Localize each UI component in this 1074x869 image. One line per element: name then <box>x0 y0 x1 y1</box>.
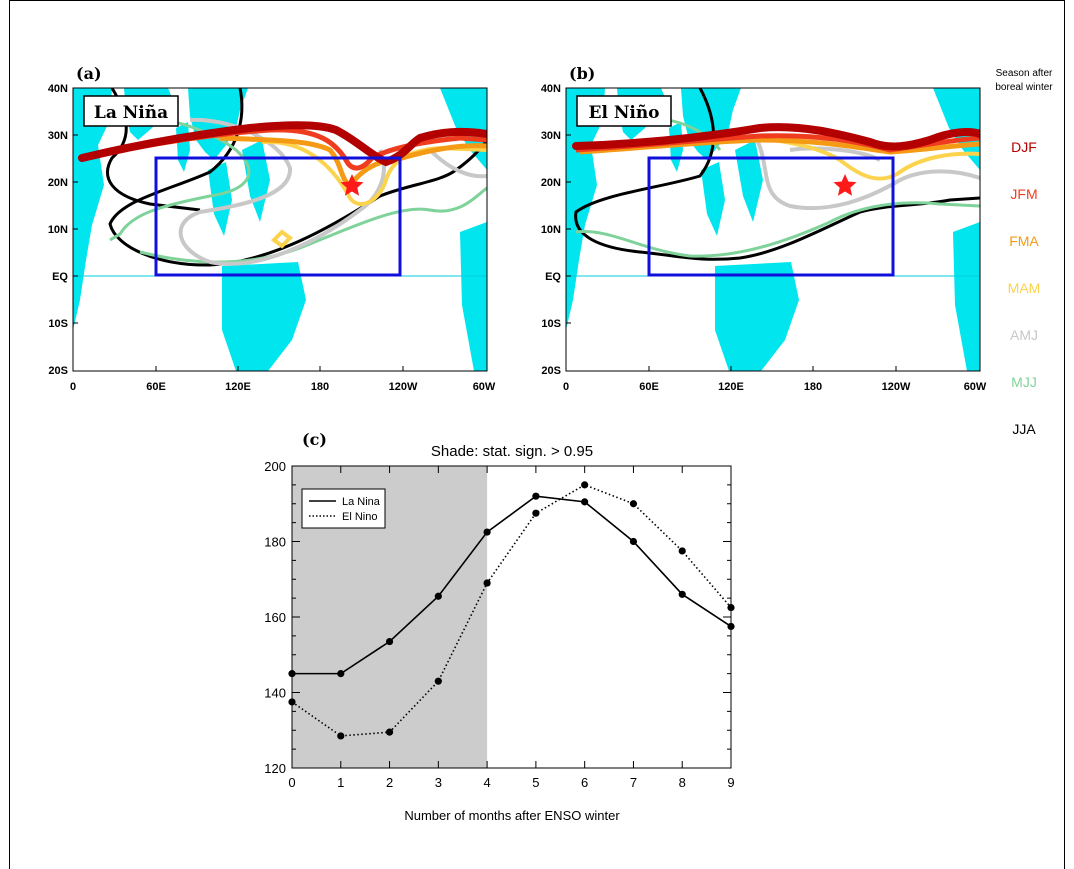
x-tick-label: 0 <box>288 775 295 790</box>
data-point-la-nina <box>385 637 394 646</box>
data-point-el-nino <box>581 481 589 489</box>
season-legend: Season after boreal winter <box>995 68 1053 93</box>
x-tick-label: 5 <box>532 775 539 790</box>
panel-b-xtick-60e: 60E <box>639 381 659 393</box>
season-legend-amj: AMJ <box>1010 327 1038 343</box>
series-line-la-nina <box>292 495 732 675</box>
panel-a-xtick-180: 180 <box>311 381 329 393</box>
data-point-el-nino <box>288 698 296 706</box>
legend-label-el-nino: El Nino <box>342 511 377 523</box>
data-point-el-nino <box>727 603 735 612</box>
panel-b-ytick-20n: 20N <box>541 177 561 189</box>
x-tick-label: 6 <box>581 775 588 790</box>
data-point-la-nina <box>727 622 735 631</box>
x-tick-label: 3 <box>435 775 442 790</box>
panel-a-x-ticks: 0 60E 120E 180 120W 60W <box>70 381 496 393</box>
panel-b-ytick-30n: 30N <box>541 130 561 142</box>
panel-b-xtick-0: 0 <box>563 381 569 393</box>
data-point-el-nino <box>629 500 638 508</box>
panel-a-ytick-10s: 10S <box>48 318 68 330</box>
panel-a-tag: (a) <box>76 64 102 83</box>
panel-b-ytick-20s: 20S <box>541 365 561 377</box>
panel-a-ytick-20s: 20S <box>48 365 68 377</box>
panel-b-xtick-60w: 60W <box>964 381 987 393</box>
panel-a-xtick-120w: 120W <box>389 381 418 393</box>
panel-b-ytick-eq: EQ <box>545 271 561 283</box>
x-tick-label: 8 <box>679 775 686 790</box>
panel-b-xtick-120e: 120E <box>718 381 744 393</box>
panel-a-y-ticks: 40N 30N 20N 10N EQ 10S 20S <box>48 83 69 377</box>
panel-c-tag: (c) <box>302 430 327 449</box>
season-legend-fma: FMA <box>1009 233 1039 249</box>
data-point-el-nino <box>678 547 686 555</box>
panel-a: (a) <box>48 64 496 393</box>
panel-b-ytick-40n: 40N <box>541 83 561 95</box>
season-legend-jfm: JFM <box>1010 186 1037 202</box>
panel-b-land <box>566 88 980 371</box>
x-tick-label: 7 <box>630 775 637 790</box>
season-legend-jja: JJA <box>1012 421 1036 437</box>
y-tick-label: 200 <box>264 459 286 474</box>
season-legend-title-line1: Season after <box>996 68 1053 79</box>
panel-a-xtick-0: 0 <box>70 381 76 393</box>
panel-b: (b) <box>541 64 987 393</box>
panel-b-xtick-120w: 120W <box>882 381 911 393</box>
panel-b-map <box>566 88 980 371</box>
y-tick-label: 160 <box>264 610 286 625</box>
y-tick-label: 120 <box>264 761 286 776</box>
y-tick-label: 180 <box>264 535 286 550</box>
season-legend-djf: DJF <box>1011 139 1037 155</box>
panel-b-label: El Niño <box>588 103 659 123</box>
data-point-la-nina <box>581 498 589 506</box>
chart-series <box>288 481 735 740</box>
y-tick-label: 140 <box>264 686 286 701</box>
data-point-la-nina <box>678 590 686 598</box>
legend-label-la-nina: La Nina <box>342 496 381 508</box>
x-tick-label: 4 <box>483 775 490 790</box>
data-point-el-nino <box>337 732 345 740</box>
series-line-el-nino <box>291 483 732 737</box>
panel-a-xtick-60e: 60E <box>146 381 166 393</box>
data-point-la-nina <box>337 670 345 678</box>
panel-a-xtick-120e: 120E <box>225 381 251 393</box>
panel-b-ytick-10n: 10N <box>541 224 561 236</box>
data-point-el-nino <box>434 677 442 685</box>
panel-b-x-ticks: 0 60E 120E 180 120W 60W <box>563 381 987 393</box>
season-legend-mjj: MJJ <box>1011 374 1037 390</box>
x-tick-label: 1 <box>337 775 344 790</box>
data-point-la-nina <box>483 528 491 536</box>
panel-b-tag: (b) <box>569 64 595 83</box>
data-point-el-nino <box>532 509 540 517</box>
chart-axes: 0 1 2 3 4 5 6 7 8 9 120 140 160 180 200 <box>264 459 734 790</box>
data-point-el-nino <box>483 579 491 587</box>
data-point-la-nina <box>532 492 540 500</box>
season-legend-mam: MAM <box>1008 280 1041 296</box>
figure-frame <box>9 0 1065 869</box>
x-tick-label: 9 <box>727 775 734 790</box>
series-legend-box <box>301 488 386 529</box>
panel-b-ytick-10s: 10S <box>541 318 561 330</box>
panel-a-ytick-20n: 20N <box>48 177 68 189</box>
season-legend-items: DJF JFM FMA MAM AMJ MJJ JJA <box>1008 139 1041 437</box>
panel-a-ytick-30n: 30N <box>48 130 68 142</box>
panel-a-label: La Niña <box>94 103 168 123</box>
panel-a-ytick-10n: 10N <box>48 224 68 236</box>
data-point-la-nina <box>434 592 442 600</box>
panel-c: (c) Shade: stat. sign. > 0.95 0 1 2 3 4 5 6 7 8 9… <box>264 430 734 823</box>
season-legend-title-line2: boreal winter <box>995 82 1053 93</box>
panel-b-xtick-180: 180 <box>804 381 822 393</box>
x-tick-label: 2 <box>386 775 393 790</box>
panel-b-y-ticks: 40N 30N 20N 10N EQ 10S 20S <box>541 83 562 377</box>
panel-a-ytick-40n: 40N <box>48 83 68 95</box>
data-point-el-nino <box>385 728 394 736</box>
chart-x-label: Number of months after ENSO winter <box>404 808 620 823</box>
data-point-la-nina <box>629 537 638 546</box>
panel-a-map <box>73 88 487 371</box>
data-point-la-nina <box>288 670 296 678</box>
chart-title: Shade: stat. sign. > 0.95 <box>431 443 593 460</box>
panel-a-xtick-60w: 60W <box>473 381 496 393</box>
panel-a-ytick-eq: EQ <box>52 271 68 283</box>
